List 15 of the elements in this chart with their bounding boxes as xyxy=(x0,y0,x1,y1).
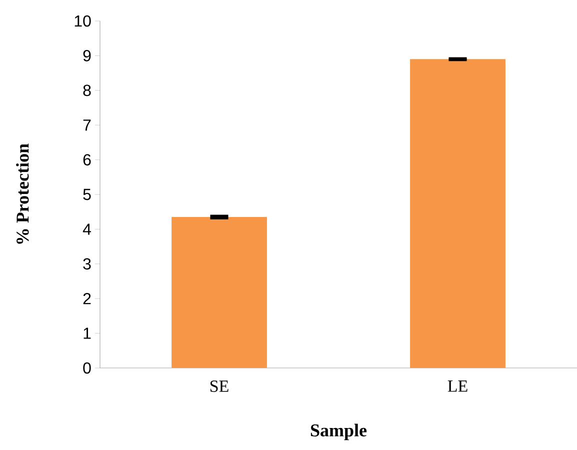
y-tick-label: 9 xyxy=(83,50,91,62)
y-tick-label: 6 xyxy=(83,154,91,166)
y-tick-label: 8 xyxy=(83,84,91,96)
y-tick-label: 10 xyxy=(74,15,91,27)
y-tick-label: 3 xyxy=(83,258,91,270)
x-tick-label: LE xyxy=(448,380,468,392)
y-tick-label: 7 xyxy=(83,120,91,131)
y-tick-label: 0 xyxy=(83,362,91,374)
y-axis-title: % Protection xyxy=(16,144,29,244)
x-tick-label: SE xyxy=(210,380,228,392)
y-tick-label: 4 xyxy=(82,224,91,235)
y-tick-label: 5 xyxy=(83,188,91,200)
x-axis-title: Sample xyxy=(310,424,367,440)
y-tick-label: 2 xyxy=(83,293,91,304)
y-tick-label: 1 xyxy=(84,328,91,339)
